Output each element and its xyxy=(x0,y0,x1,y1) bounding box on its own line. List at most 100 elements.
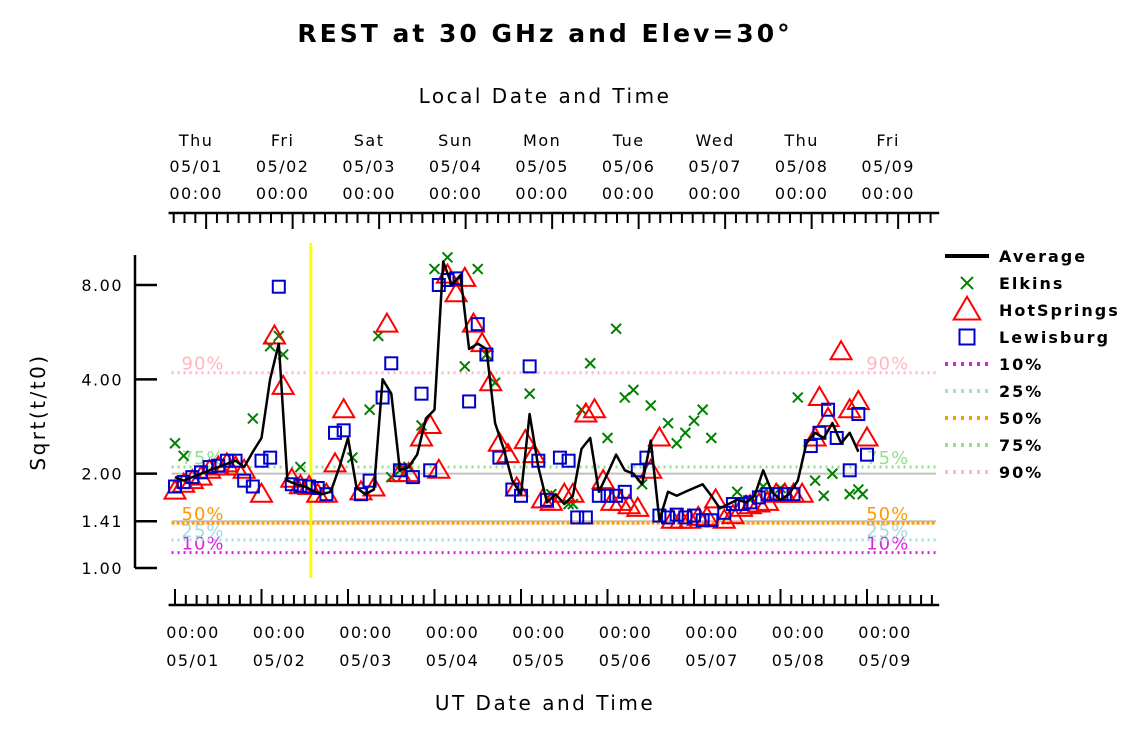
top-tick-time: 00:00 xyxy=(775,184,829,203)
legend-entry: 10% xyxy=(945,355,1041,374)
elkins-point xyxy=(731,486,743,498)
lewisburg-point xyxy=(704,513,719,528)
hotsprings-point xyxy=(461,311,486,333)
top-tick-date: 05/01 xyxy=(169,157,223,176)
elkins-point xyxy=(645,399,657,412)
y-tick-label: 1.41 xyxy=(81,512,123,531)
elkins-point xyxy=(809,474,821,487)
y-tick-label: 8.00 xyxy=(81,276,123,295)
legend-entry: Average xyxy=(945,247,1087,266)
lewisburg-point xyxy=(860,447,874,462)
bottom-tick-date: 05/01 xyxy=(166,651,220,670)
legend-entry: Elkins xyxy=(960,274,1062,293)
reference-lines xyxy=(171,472,937,523)
series-layer xyxy=(162,251,880,529)
hotsprings-point xyxy=(409,425,434,447)
top-tick-weekday: Fri xyxy=(271,131,295,150)
bottom-tick-time: 00:00 xyxy=(599,623,653,642)
elkins-point xyxy=(844,488,856,500)
elkins-point xyxy=(688,415,700,427)
top-tick-time: 00:00 xyxy=(256,184,310,203)
hotsprings-point xyxy=(625,495,651,517)
elkins-point xyxy=(363,404,376,416)
legend-entry: Lewisburg xyxy=(958,328,1110,347)
bottom-tick-date: 05/07 xyxy=(685,651,739,670)
percentile-label-left: 50% xyxy=(182,504,225,525)
lewisburg-point xyxy=(271,279,286,294)
percentile-label-right: 50% xyxy=(866,504,909,525)
elkins-point xyxy=(610,323,622,335)
lewisburg-point xyxy=(228,453,243,468)
lewisburg-point xyxy=(384,356,399,371)
bottom-tick-time: 00:00 xyxy=(166,623,220,642)
series-lewisburg xyxy=(168,271,874,528)
top-tick-time: 00:00 xyxy=(602,184,656,203)
bottom-tick-time: 00:00 xyxy=(426,623,480,642)
lewisburg-point xyxy=(293,478,308,493)
lewisburg-point xyxy=(570,510,585,525)
percentile-label-right: 25% xyxy=(866,521,909,542)
hotsprings-point xyxy=(647,425,672,447)
y-tick-label: 2.00 xyxy=(81,465,123,484)
legend-entry: HotSprings xyxy=(951,294,1118,321)
legend-entry: 25% xyxy=(945,382,1041,401)
hotsprings-point xyxy=(573,401,599,423)
lewisburg-point xyxy=(678,510,693,525)
top-tick-date: 05/07 xyxy=(688,157,742,176)
hotsprings-point xyxy=(262,323,287,345)
legend-swatch xyxy=(958,328,976,346)
lewisburg-point xyxy=(687,508,701,523)
legend-label: 50% xyxy=(999,409,1043,428)
elkins-point xyxy=(792,391,804,404)
bottom-tick-time: 00:00 xyxy=(253,623,307,642)
elkins-point xyxy=(671,437,683,449)
lewisburg-point xyxy=(777,487,792,502)
percentile-lines: 10% 10%25% 25%50% 50%75% 75%90% 90% xyxy=(171,354,937,555)
lewisburg-point xyxy=(669,507,684,522)
legend-entry: 75% xyxy=(945,436,1043,455)
legend-label: 75% xyxy=(999,436,1043,455)
hotsprings-point xyxy=(807,385,832,407)
lewisburg-point xyxy=(539,492,554,507)
top-tick-weekday: Tue xyxy=(612,131,645,150)
hotsprings-point xyxy=(521,442,547,464)
x-axis-label: UT Date and Time xyxy=(435,691,655,715)
legend-label: Lewisburg xyxy=(999,328,1110,347)
bottom-tick-time: 00:00 xyxy=(685,623,739,642)
hotsprings-point xyxy=(582,397,607,419)
bottom-tick-date: 05/06 xyxy=(599,651,653,670)
elkins-point xyxy=(662,417,674,429)
bottom-tick-time: 00:00 xyxy=(772,623,826,642)
series-average-line xyxy=(174,260,860,522)
lewisburg-point xyxy=(522,359,537,374)
top-tick-date: 05/05 xyxy=(515,157,569,176)
lewisburg-point xyxy=(695,513,710,528)
hotsprings-point xyxy=(426,457,452,479)
hotsprings-point xyxy=(854,425,880,447)
legend-entry: 50% xyxy=(945,409,1043,428)
top-tick-date: 05/04 xyxy=(429,157,483,176)
lewisburg-point xyxy=(245,479,260,494)
elkins-point xyxy=(627,384,640,396)
bottom-tick-date: 05/05 xyxy=(512,651,566,670)
lewisburg-point xyxy=(661,510,676,525)
top-tick-weekday: Sat xyxy=(354,131,385,150)
elkins-point xyxy=(818,490,830,502)
hotsprings-point xyxy=(331,397,356,419)
axes: 1.00 1.41 2.00 4.00 8.00 00:00 05/01 00:00 05/02… xyxy=(81,131,940,670)
elkins-point xyxy=(705,432,717,444)
hotsprings-point xyxy=(694,504,720,526)
percentile-label-left: 90% xyxy=(182,354,225,375)
lewisburg-point xyxy=(328,425,343,440)
top-tick-weekday: Sun xyxy=(438,131,473,150)
lewisburg-point xyxy=(470,317,485,332)
legend-swatch xyxy=(951,294,983,321)
percentile-label-left: 25% xyxy=(182,521,225,542)
y-tick-label: 4.00 xyxy=(81,370,123,389)
hotsprings-point xyxy=(270,373,296,395)
chart-title: REST at 30 GHz and Elev=30° xyxy=(297,19,792,48)
legend-label: Average xyxy=(999,247,1087,266)
lewisburg-point xyxy=(168,479,182,494)
elkins-point xyxy=(584,357,596,369)
